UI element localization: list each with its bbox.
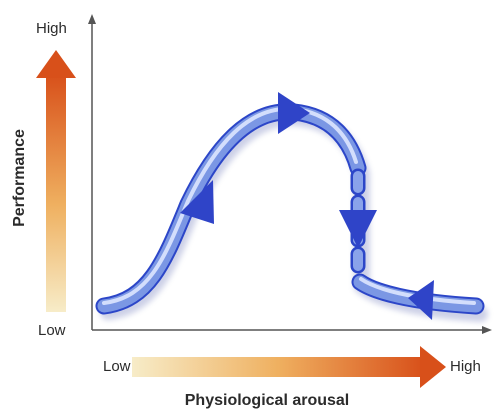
- x-axis-low-label: Low: [103, 358, 131, 375]
- curve-shadow: [100, 109, 488, 322]
- performance-curve: [95, 103, 485, 315]
- y-axis-high-label: High: [36, 20, 67, 37]
- arrowhead-drop: [339, 210, 377, 248]
- y-axis-arrowhead: [88, 14, 96, 24]
- arrowhead-peak: [278, 92, 310, 134]
- performance-gradient-arrow: [36, 50, 76, 312]
- arrowhead-tail: [408, 280, 434, 320]
- axes: [88, 14, 492, 334]
- arrowhead-rising: [180, 180, 214, 224]
- y-axis-low-label: Low: [38, 322, 66, 339]
- curve-direction-arrows: [180, 92, 434, 320]
- y-axis-title: Performance: [11, 129, 28, 227]
- x-axis-arrowhead: [482, 326, 492, 334]
- x-axis-title: Physiological arousal: [184, 392, 350, 409]
- x-axis-high-label: High: [450, 358, 481, 375]
- arousal-gradient-arrow: [132, 346, 446, 388]
